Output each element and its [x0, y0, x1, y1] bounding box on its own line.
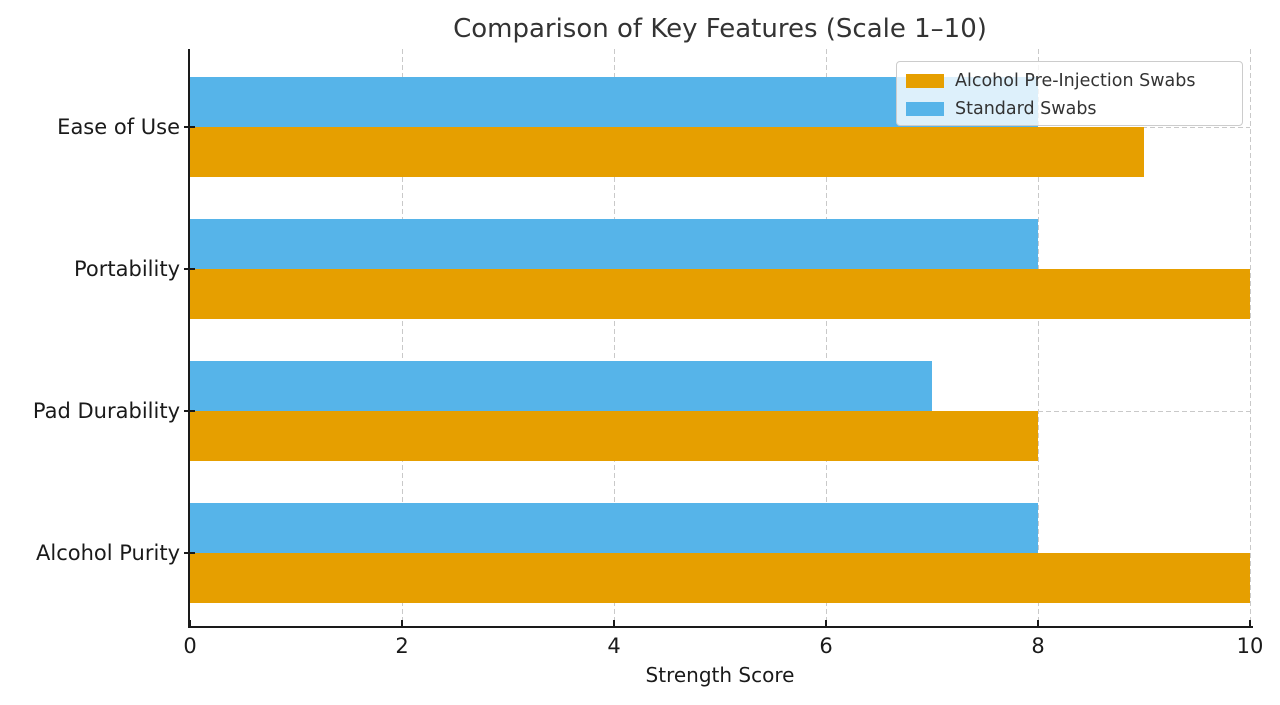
- bar-standard-swabs-portability: [190, 219, 1038, 269]
- legend-label: Alcohol Pre-Injection Swabs: [955, 71, 1196, 91]
- x-axis-label: Strength Score: [645, 663, 795, 687]
- bar-alcohol-pre-injection-swabs-alcohol-purity: [190, 553, 1250, 603]
- x-tick-10: [1249, 620, 1251, 626]
- x-tick-4: [613, 620, 615, 626]
- gridline-x-8: [1037, 49, 1039, 627]
- y-category-label-alcohol-purity: Alcohol Purity: [36, 541, 180, 565]
- gridline-x-10: [1249, 49, 1251, 627]
- x-tick-label-10: 10: [1236, 634, 1264, 658]
- bar-alcohol-pre-injection-swabs-portability: [190, 269, 1250, 319]
- x-tick-label-0: 0: [183, 634, 197, 658]
- legend: Alcohol Pre-Injection Swabs Standard Swa…: [896, 61, 1243, 126]
- legend-item-standard-swabs: Standard Swabs: [906, 95, 1234, 123]
- bar-standard-swabs-pad-durability: [190, 361, 932, 411]
- bar-alcohol-pre-injection-swabs-ease-of-use: [190, 127, 1144, 177]
- x-tick-2: [401, 620, 403, 626]
- legend-swatch-orange: [906, 74, 944, 88]
- chart-title: Comparison of Key Features (Scale 1–10): [453, 14, 987, 44]
- x-tick-label-2: 2: [395, 634, 409, 658]
- x-tick-0: [189, 620, 191, 626]
- x-tick-label-8: 8: [1031, 634, 1045, 658]
- x-tick-label-6: 6: [819, 634, 833, 658]
- x-tick-label-4: 4: [607, 634, 621, 658]
- x-axis-spine: [188, 626, 1253, 628]
- gridline-x-2: [401, 49, 403, 627]
- legend-item-alcohol-pre-injection-swabs: Alcohol Pre-Injection Swabs: [906, 67, 1234, 95]
- x-tick-6: [825, 620, 827, 626]
- bar-standard-swabs-alcohol-purity: [190, 503, 1038, 553]
- y-category-label-ease-of-use: Ease of Use: [57, 115, 180, 139]
- y-category-label-portability: Portability: [74, 257, 180, 281]
- gridline-x-6: [825, 49, 827, 627]
- bar-alcohol-pre-injection-swabs-pad-durability: [190, 411, 1038, 461]
- legend-label: Standard Swabs: [955, 99, 1097, 119]
- gridline-x-4: [613, 49, 615, 627]
- y-axis-spine: [188, 49, 190, 628]
- legend-swatch-blue: [906, 102, 944, 116]
- x-tick-8: [1037, 620, 1039, 626]
- y-category-label-pad-durability: Pad Durability: [32, 399, 180, 423]
